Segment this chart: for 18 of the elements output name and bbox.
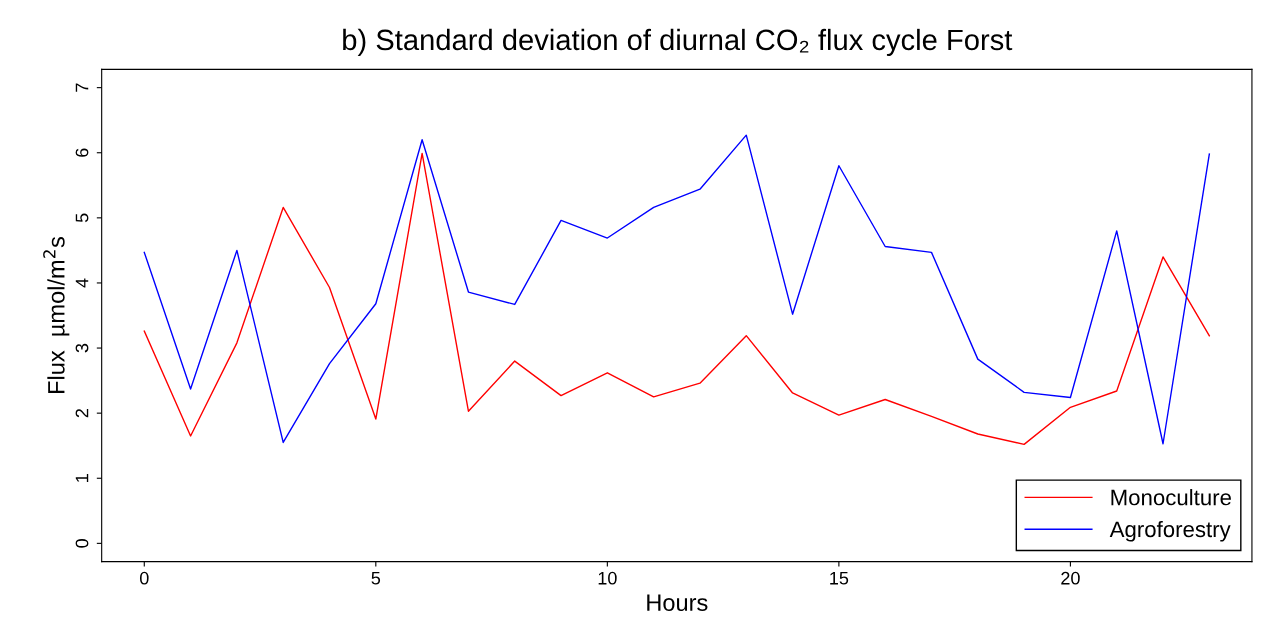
x-tick-label: 20	[1061, 571, 1080, 585]
x-tick-label: 5	[371, 571, 381, 585]
x-tick-label: 10	[598, 571, 617, 585]
y-tick-label: 1	[75, 474, 89, 482]
x-tick-label: 15	[830, 571, 849, 585]
x-tick-label: 0	[139, 571, 149, 585]
legend-label: Agroforestry	[1109, 520, 1231, 542]
y-tick-label: 2	[75, 409, 89, 418]
y-axis-title: Flux µmol/m$^{2}$s	[43, 237, 70, 394]
y-tick-label: 5	[75, 213, 89, 223]
y-tick-label: 6	[75, 148, 89, 157]
y-tick-label: 3	[75, 343, 89, 353]
legend-label: Monoculture	[1111, 489, 1231, 506]
y-tick-label: 4	[75, 278, 89, 288]
y-tick-label: 7	[75, 83, 89, 92]
y-tick-label: 0	[75, 539, 89, 548]
chart-title: b) Standard deviation of diurnal CO₂ flux cycle Forst	[343, 28, 1013, 57]
x-axis-title: Hours	[647, 594, 708, 612]
